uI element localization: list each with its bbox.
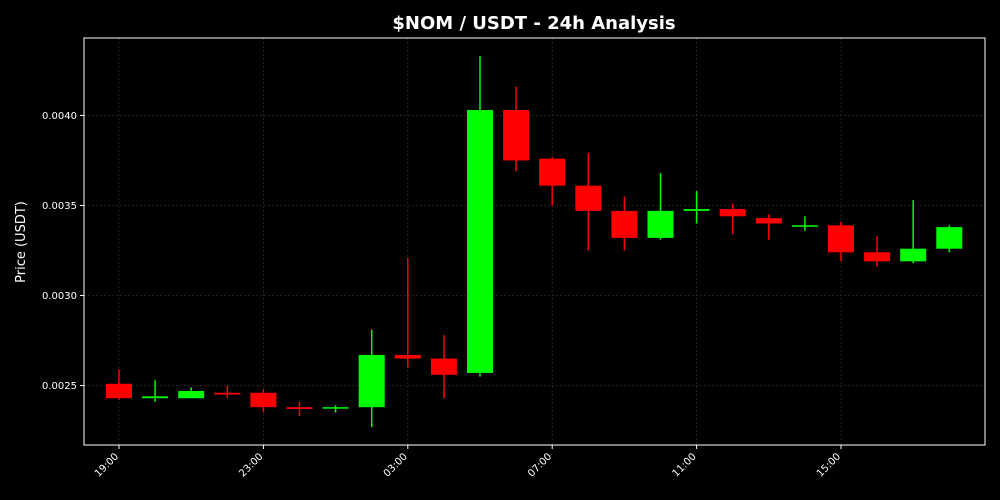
candle-0000 — [286, 401, 313, 417]
candle-body — [142, 396, 169, 399]
candle-0900 — [611, 196, 638, 251]
candle-body — [611, 210, 638, 238]
candle-0300 — [394, 257, 421, 368]
y-tick-label: 0.0025 — [42, 381, 77, 392]
candle-1200 — [719, 203, 746, 235]
candle-body — [755, 218, 782, 224]
y-axis: 0.0025 0.0030 0.0035 0.0040 — [42, 111, 84, 392]
candle-body — [539, 158, 566, 186]
candle-0200 — [358, 329, 385, 427]
candle-0600 — [503, 86, 530, 172]
candle-body — [286, 407, 313, 409]
candle-2300 — [250, 389, 277, 413]
candle-1500 — [828, 221, 854, 262]
candle-1100 — [683, 191, 710, 224]
candle-body — [791, 225, 818, 227]
candle-body — [575, 185, 602, 211]
candle-body — [503, 110, 530, 161]
candle-body — [900, 248, 927, 262]
candle-0100 — [322, 405, 349, 413]
candle-0800 — [575, 153, 602, 251]
candle-body — [106, 383, 132, 399]
candle-body — [250, 392, 277, 408]
candle-body — [178, 390, 205, 399]
candle-1800 — [936, 225, 963, 253]
candle-body — [358, 354, 385, 408]
candle-body — [214, 392, 241, 395]
candle-body — [394, 354, 421, 359]
candle-body — [828, 225, 854, 253]
candle-0400 — [430, 335, 457, 399]
candle-1900 — [106, 369, 132, 400]
candle-body — [322, 407, 349, 409]
candle-2100 — [178, 387, 205, 399]
candle-body — [864, 252, 891, 262]
candle-body — [719, 209, 746, 217]
candle-1600 — [864, 236, 891, 267]
candle-2000 — [142, 380, 169, 402]
candle-body — [467, 110, 493, 373]
y-axis-label: Price (USDT) — [14, 201, 29, 283]
candle-body — [936, 227, 963, 249]
candle-0500 — [467, 56, 493, 377]
y-tick-label: 0.0030 — [42, 291, 77, 302]
plot-frame — [83, 37, 986, 446]
y-tick-label: 0.0035 — [42, 201, 77, 212]
candle-0700 — [539, 156, 566, 206]
candle-2200 — [214, 385, 241, 399]
candle-body — [430, 358, 457, 375]
y-tick-label: 0.0040 — [42, 111, 77, 122]
candle-1700 — [900, 200, 927, 264]
candle-layer — [106, 56, 963, 427]
candle-body — [647, 210, 674, 238]
candle-1300 — [755, 214, 782, 240]
chart-title: $NOM / USDT - 24h Analysis — [392, 13, 675, 34]
candle-1000 — [647, 173, 674, 240]
candle-body — [683, 209, 710, 211]
candle-1400 — [791, 216, 818, 231]
